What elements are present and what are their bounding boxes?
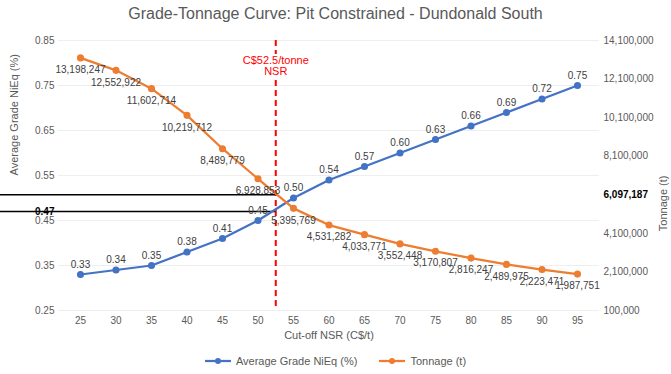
svg-text:2,100,000: 2,100,000: [604, 266, 649, 277]
svg-text:Cut-off NSR (C$/t): Cut-off NSR (C$/t): [284, 329, 374, 341]
svg-text:85: 85: [501, 315, 513, 326]
svg-text:13,198,247: 13,198,247: [55, 64, 105, 75]
svg-text:0.35: 0.35: [142, 250, 162, 261]
svg-text:4,100,000: 4,100,000: [604, 228, 649, 239]
svg-text:6,097,187: 6,097,187: [604, 189, 649, 200]
svg-text:5,395,769: 5,395,769: [271, 215, 316, 226]
svg-text:0.38: 0.38: [177, 236, 197, 247]
svg-text:0.69: 0.69: [497, 97, 517, 108]
svg-text:0.55: 0.55: [35, 170, 55, 181]
svg-text:25: 25: [75, 315, 87, 326]
svg-text:0.45: 0.45: [35, 214, 55, 226]
svg-text:4,033,771: 4,033,771: [342, 240, 387, 252]
svg-text:11,602,714: 11,602,714: [127, 95, 177, 106]
svg-text:60: 60: [323, 315, 335, 326]
svg-text:70: 70: [394, 315, 406, 326]
svg-text:2,223,471: 2,223,471: [519, 275, 565, 287]
svg-text:0.35: 0.35: [35, 260, 55, 271]
svg-text:12,552,922: 12,552,922: [91, 77, 141, 88]
svg-text:0.63: 0.63: [426, 124, 446, 135]
svg-text:45: 45: [217, 315, 229, 326]
svg-text:0.75: 0.75: [568, 70, 588, 81]
svg-text:0.41: 0.41: [213, 223, 233, 234]
svg-text:2,489,975: 2,489,975: [484, 270, 529, 282]
svg-text:0.47: 0.47: [35, 206, 55, 217]
svg-text:3,552,448: 3,552,448: [377, 250, 423, 262]
html-text:Average Grade NiEq (%): Average Grade NiEq (%): [235, 355, 358, 367]
svg-text:0.66: 0.66: [461, 110, 481, 121]
svg-text:0.57: 0.57: [355, 151, 375, 162]
svg-text:0.60: 0.60: [390, 137, 410, 148]
svg-text:55: 55: [288, 315, 300, 326]
svg-text:35: 35: [146, 315, 158, 326]
svg-text:0.50: 0.50: [284, 182, 304, 193]
svg-text:0.25: 0.25: [35, 305, 55, 316]
svg-text:0.54: 0.54: [319, 164, 339, 175]
svg-text:75: 75: [430, 315, 442, 326]
svg-text:Average Grade NiEq (%): Average Grade NiEq (%): [8, 54, 20, 175]
svg-text:Tonnage (t): Tonnage (t): [657, 176, 669, 232]
svg-text:8,489,779: 8,489,779: [200, 155, 245, 166]
svg-text:C$52.5/tonneNSR: C$52.5/tonneNSR: [243, 54, 309, 77]
svg-text:10,100,000: 10,100,000: [604, 112, 654, 123]
svg-text:2,816,247: 2,816,247: [448, 264, 494, 276]
svg-text:4,531,282: 4,531,282: [306, 231, 352, 243]
svg-text:8,100,000: 8,100,000: [604, 150, 649, 161]
svg-text:95: 95: [572, 315, 584, 326]
svg-text:6,928,853: 6,928,853: [236, 185, 281, 196]
svg-text:3,170,807: 3,170,807: [413, 257, 458, 269]
svg-text:0.72: 0.72: [532, 83, 552, 94]
svg-text:14,100,000: 14,100,000: [604, 35, 654, 46]
svg-text:1,987,751: 1,987,751: [555, 280, 600, 291]
svg-text:80: 80: [465, 315, 477, 326]
svg-text:12,100,000: 12,100,000: [604, 73, 654, 84]
svg-text:30: 30: [110, 315, 122, 326]
svg-text:40: 40: [181, 315, 193, 326]
svg-text:0.75: 0.75: [35, 80, 55, 91]
svg-text:65: 65: [359, 315, 371, 326]
svg-text:0.85: 0.85: [35, 35, 55, 46]
svg-text:0.65: 0.65: [35, 125, 55, 136]
html-text:Tonnage (t): Tonnage (t): [410, 355, 467, 367]
svg-text:100,000: 100,000: [604, 305, 641, 316]
svg-text:0.45: 0.45: [248, 205, 268, 216]
svg-text:50: 50: [252, 315, 264, 326]
svg-text:0.34: 0.34: [106, 254, 126, 265]
svg-text:0.33: 0.33: [71, 259, 91, 270]
html-text:Grade-Tonnage Curve: Pit Const: Grade-Tonnage Curve: Pit Constrained - D…: [128, 5, 543, 22]
svg-text:10,219,712: 10,219,712: [162, 122, 212, 133]
svg-text:90: 90: [536, 315, 548, 326]
